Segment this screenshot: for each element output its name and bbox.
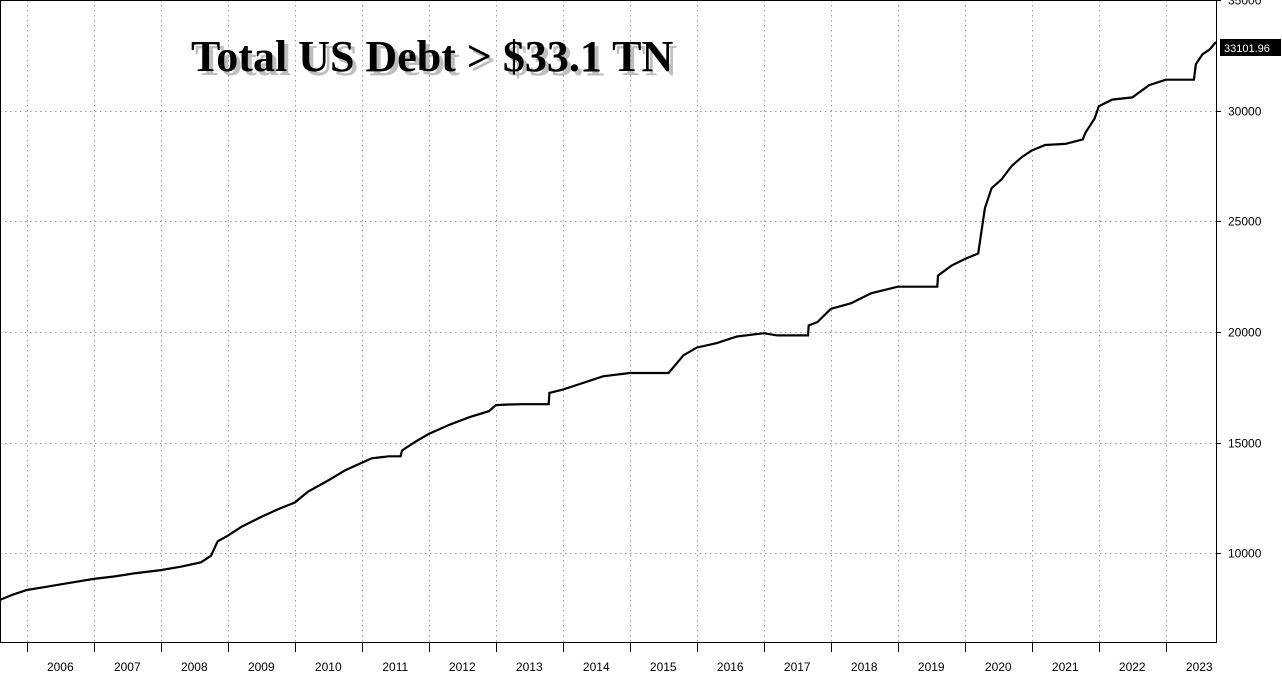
x-tick-label: 2010 (315, 660, 342, 674)
plot-frame (0, 0, 1217, 643)
y-tick-label: 15000 (1228, 437, 1262, 451)
x-axis: 2006 2007 2008 2009 2010 2011 2012 2013 2014 2015… (27, 642, 1213, 674)
y-tick-label: 30000 (1228, 105, 1262, 119)
debt-series-line (0, 41, 1217, 601)
chart-title-group: Total US Debt > $33.1 TN Total US Debt >… (191, 32, 677, 85)
y-tick-label: 35000 (1228, 0, 1262, 8)
x-tick-label: 2008 (181, 660, 208, 674)
y-tick-label: 25000 (1228, 215, 1262, 229)
x-tick-label: 2023 (1186, 660, 1213, 674)
x-tick-label: 2016 (717, 660, 744, 674)
x-tick-label: 2012 (449, 660, 476, 674)
x-tick-label: 2019 (918, 660, 945, 674)
last-value-label: 33101.96 (1224, 43, 1270, 55)
chart-title-shadow: Total US Debt > $33.1 TN (195, 36, 677, 85)
x-tick-label: 2013 (516, 660, 543, 674)
y-axis: 10000 15000 20000 25000 30000 35000 (1216, 0, 1262, 561)
x-tick-label: 2017 (784, 660, 811, 674)
x-tick-label: 2014 (583, 660, 610, 674)
x-tick-label: 2011 (382, 660, 408, 674)
x-tick-label: 2021 (1052, 660, 1079, 674)
y-tick-label: 10000 (1228, 547, 1262, 561)
last-value-background (1220, 39, 1281, 56)
gridlines (0, 0, 1216, 642)
x-tick-label: 2009 (248, 660, 275, 674)
x-tick-label: 2007 (114, 660, 141, 674)
series-layer (0, 41, 1217, 601)
last-value-badge: 33101.96 (1220, 39, 1281, 56)
y-tick-label: 20000 (1228, 326, 1262, 340)
chart-title: Total US Debt > $33.1 TN (191, 32, 673, 81)
x-tick-label: 2006 (47, 660, 74, 674)
x-tick-label: 2018 (851, 660, 878, 674)
x-tick-label: 2022 (1119, 660, 1146, 674)
x-tick-label: 2020 (985, 660, 1012, 674)
x-tick-label: 2015 (650, 660, 677, 674)
